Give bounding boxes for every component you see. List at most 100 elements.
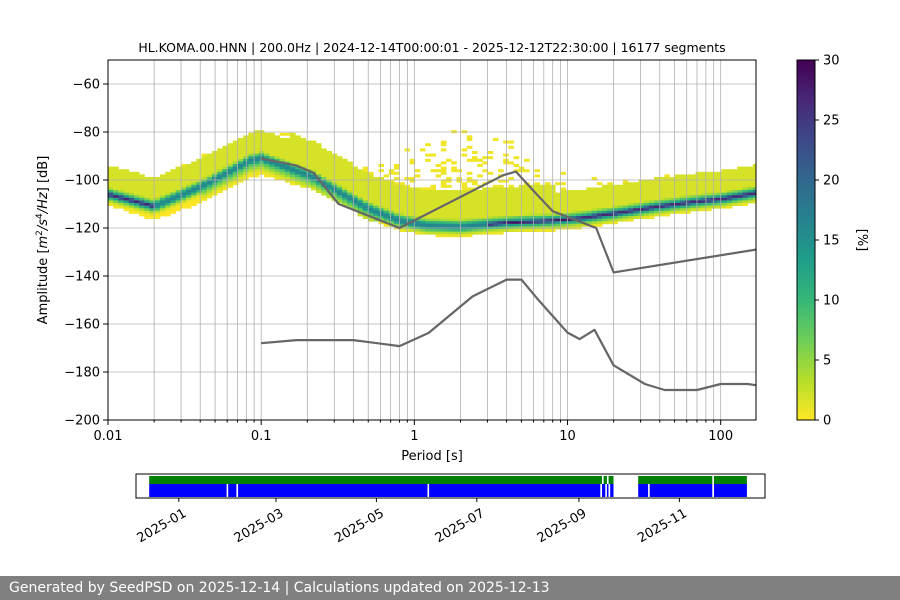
model-curves [260, 157, 756, 392]
heatmap-cell [347, 195, 353, 199]
heatmap-cell [258, 153, 265, 157]
heatmap-cell [648, 187, 655, 191]
heatmap-cell [165, 208, 171, 212]
heatmap-cell [586, 192, 592, 196]
heatmap-cell [451, 203, 457, 206]
heatmap-cell [477, 231, 483, 235]
heatmap-cell [643, 216, 650, 219]
heatmap-cell [487, 171, 494, 175]
heatmap-cell [295, 140, 301, 144]
heatmap-cell [388, 190, 395, 193]
heatmap-cell [628, 216, 634, 219]
heatmap-cell [596, 205, 603, 209]
heatmap-cell [706, 179, 712, 183]
availability-segment-used [238, 484, 428, 497]
heatmap-cell [388, 169, 395, 173]
heatmap-cell [414, 213, 421, 217]
heatmap-cell [638, 192, 644, 196]
heatmap-cell [113, 184, 119, 188]
heatmap-cell [513, 164, 520, 167]
heatmap-cell [373, 179, 379, 183]
heatmap-cell [466, 213, 473, 217]
heatmap-cell [508, 221, 514, 225]
heatmap-cell [440, 231, 447, 235]
heatmap-cell [414, 169, 421, 173]
heatmap-cell [269, 143, 275, 147]
heatmap-cell [539, 210, 546, 214]
heatmap-cell [695, 182, 702, 186]
heatmap-cell [503, 140, 509, 144]
heatmap-cell [628, 213, 634, 217]
heatmap-cell [716, 187, 722, 191]
heatmap-cell [544, 192, 551, 196]
heatmap-cell [305, 156, 312, 160]
heatmap-cell [201, 169, 208, 173]
heatmap-cell [321, 153, 327, 157]
heatmap-cell [420, 195, 426, 199]
heatmap-cell [269, 166, 275, 170]
heatmap-cell [232, 169, 239, 173]
heatmap-cell [274, 145, 280, 149]
heatmap-cell [310, 161, 317, 165]
heatmap-cell [742, 171, 748, 175]
heatmap-cell [253, 140, 260, 144]
heatmap-cell [388, 197, 395, 201]
heatmap-cell [165, 203, 171, 206]
heatmap-cell [227, 161, 234, 165]
heatmap-cell [555, 223, 561, 227]
heatmap-cell [144, 195, 150, 199]
heatmap-cell [690, 184, 696, 188]
heatmap-cell [747, 177, 754, 180]
heatmap-cell [503, 205, 509, 209]
heatmap-cell [425, 231, 431, 235]
heatmap-cell [399, 213, 405, 217]
heatmap-cell [602, 208, 608, 212]
heatmap-cell [513, 208, 520, 212]
heatmap-cell [305, 182, 312, 186]
heatmap-cell [524, 192, 530, 196]
heatmap-cell [477, 221, 483, 225]
heatmap-cell [508, 195, 514, 199]
heatmap-cell [440, 179, 447, 183]
heatmap-cell [123, 179, 130, 183]
heatmap-cell [180, 190, 187, 193]
heatmap-cell [581, 192, 587, 196]
heatmap [108, 130, 756, 238]
heatmap-cell [534, 200, 540, 204]
heatmap-cell [706, 197, 712, 201]
heatmap-cell [487, 218, 494, 222]
heatmap-cell [362, 216, 369, 219]
heatmap-cell [737, 192, 743, 196]
heatmap-cell [726, 187, 733, 191]
y-tick-label: −120 [64, 222, 100, 237]
heatmap-cell [420, 200, 426, 204]
heatmap-cell [726, 197, 733, 201]
heatmap-cell [409, 205, 416, 209]
heatmap-cell [534, 195, 540, 199]
heatmap-cell [446, 216, 452, 219]
heatmap-cell [108, 197, 114, 201]
heatmap-cell [409, 158, 416, 162]
heatmap-cell [752, 164, 756, 167]
heatmap-cell [388, 184, 395, 188]
heatmap-cell [336, 171, 343, 175]
heatmap-cell [482, 223, 488, 227]
heatmap-cell [664, 179, 670, 183]
heatmap-cell [508, 187, 514, 191]
heatmap-cell [222, 184, 228, 188]
heatmap-cell [591, 192, 598, 196]
heatmap-cell [498, 213, 504, 217]
heatmap-cell [617, 203, 624, 206]
heatmap-cell [201, 190, 208, 193]
heatmap-cell [529, 223, 535, 227]
heatmap-cell [742, 179, 748, 183]
heatmap-cell [290, 132, 296, 136]
heatmap-cell [638, 195, 644, 199]
heatmap-cell [305, 164, 312, 167]
heatmap-cell [326, 158, 332, 162]
heatmap-cell [180, 205, 187, 209]
heatmap-cell [706, 205, 712, 209]
heatmap-cell [383, 184, 390, 188]
heatmap-cell [446, 195, 452, 199]
heatmap-cell [425, 158, 431, 162]
